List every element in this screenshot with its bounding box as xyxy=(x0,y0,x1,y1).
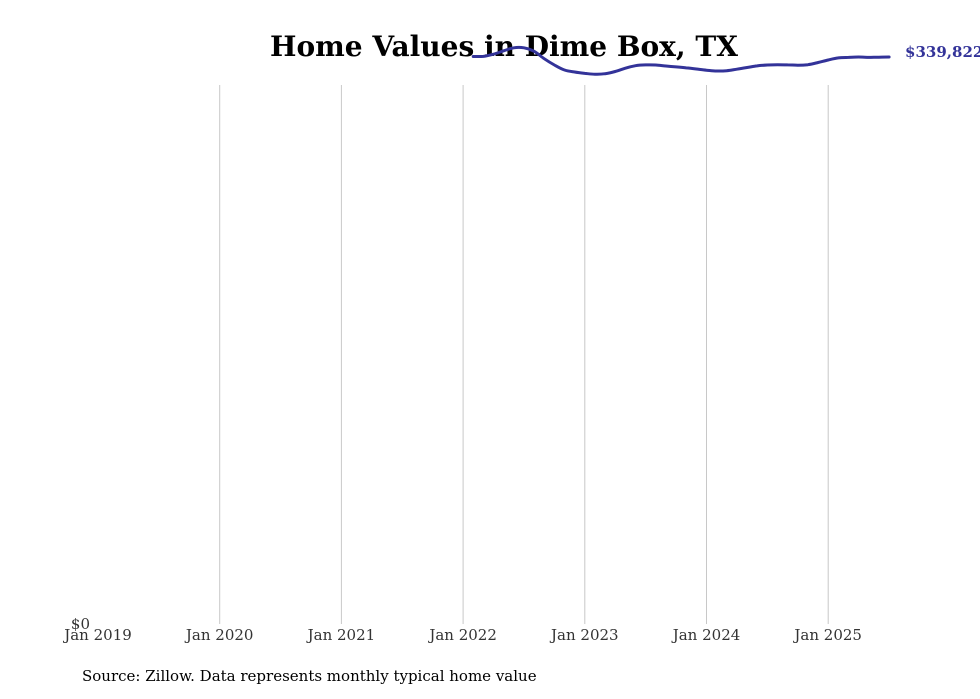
end-value-label: $339,822 xyxy=(905,43,980,61)
x-tick-label: Jan 2025 xyxy=(792,626,862,644)
series-line xyxy=(471,45,891,76)
x-tick-label: Jan 2020 xyxy=(184,626,254,644)
x-axis-ticks: Jan 2019 Jan 2020 Jan 2021 Jan 2022 Jan 2023… xyxy=(62,626,862,644)
x-tick-label: Jan 2019 xyxy=(62,626,132,644)
series-layer: $339,822 xyxy=(471,43,980,76)
y-axis-zero-label: $0 xyxy=(71,615,90,633)
x-tick-label: Jan 2022 xyxy=(427,626,497,644)
source-note: Source: Zillow. Data represents monthly … xyxy=(82,667,537,685)
chart-title: Home Values in Dime Box, TX xyxy=(270,30,738,63)
grid-lines xyxy=(219,85,829,624)
x-tick-label: Jan 2024 xyxy=(671,626,741,644)
x-tick-label: Jan 2021 xyxy=(306,626,376,644)
x-tick-label: Jan 2023 xyxy=(549,626,619,644)
